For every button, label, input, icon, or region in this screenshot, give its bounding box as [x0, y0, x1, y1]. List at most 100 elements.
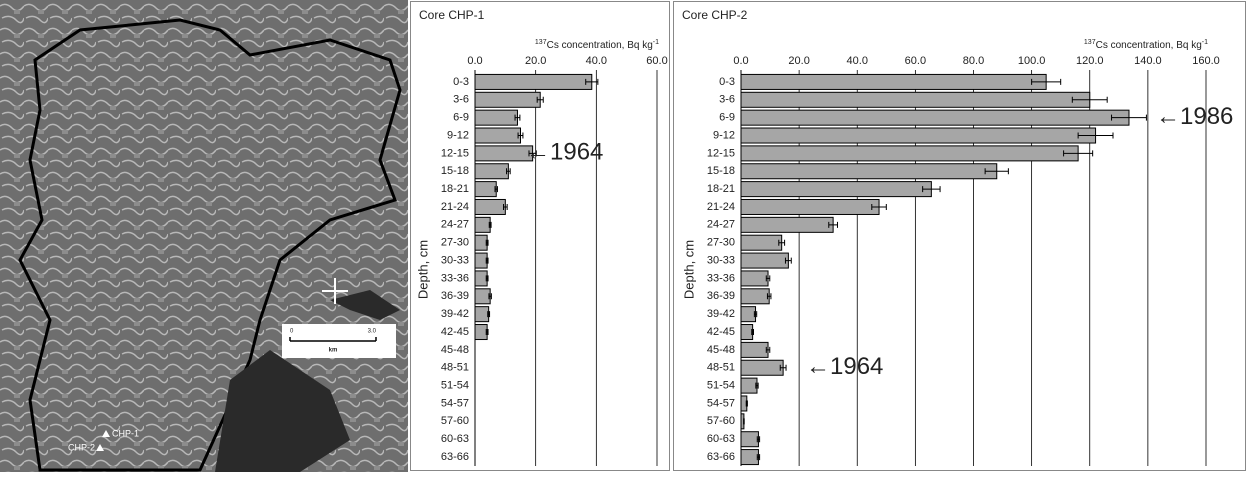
y-axis-label: Depth, cm [415, 240, 430, 299]
error-bar [506, 168, 511, 175]
bar [474, 198, 506, 215]
reservoir [330, 290, 400, 320]
bar [740, 109, 1130, 126]
bar [474, 288, 491, 305]
error-bar [828, 221, 838, 228]
scale-bar [289, 337, 377, 342]
error-bar [514, 114, 521, 121]
x-axis-label-part: -1 [653, 39, 659, 46]
scale-start: 0 [290, 329, 294, 335]
error-bar [871, 203, 887, 210]
y-tick-label: 48-51 [441, 362, 469, 374]
x-tick-label: 40.0 [586, 55, 607, 67]
bar [740, 73, 1047, 90]
x-tick-label: 20.0 [788, 55, 809, 67]
error-bar [778, 239, 786, 246]
site-marker [102, 430, 110, 437]
error-bar [753, 311, 758, 318]
error-bar [1111, 114, 1147, 121]
bar [740, 324, 754, 341]
y-tick-label: 24-27 [707, 219, 735, 231]
bar [474, 73, 593, 90]
bar [474, 145, 534, 162]
error-bar [488, 221, 492, 228]
map: CHP-1 CHP-2 0 3.0 km [0, 0, 408, 472]
error-bar [494, 186, 498, 193]
error-bar [485, 275, 489, 282]
y-tick-label: 9-12 [447, 129, 469, 141]
x-axis-label: 137Cs concentration, Bq kg-1 [1084, 39, 1208, 51]
y-tick-label: 9-12 [713, 129, 735, 141]
y-tick-label: 39-42 [441, 308, 469, 320]
error-bar [536, 96, 544, 103]
x-tick-label: 40.0 [847, 55, 868, 67]
x-tick-label: 160.0 [1192, 55, 1220, 67]
y-tick-label: 63-66 [707, 451, 735, 463]
error-bar [922, 186, 941, 193]
x-tick-label: 0.0 [733, 55, 748, 67]
y-tick-label: 6-9 [453, 112, 469, 124]
y-tick-label: 33-36 [707, 272, 735, 284]
error-bar [784, 257, 792, 264]
y-tick-label: 51-54 [707, 380, 735, 392]
y-tick-label: 48-51 [707, 362, 735, 374]
panel-border [410, 1, 670, 471]
x-axis-label-part: 137 [1084, 39, 1096, 46]
site-marker [96, 444, 104, 451]
y-tick-label: 30-33 [441, 254, 469, 266]
error-bar [984, 168, 1009, 175]
x-tick-label: 80.0 [963, 55, 984, 67]
error-bar [585, 78, 599, 85]
y-tick-label: 0-3 [719, 76, 735, 88]
y-tick-label: 54-57 [441, 397, 469, 409]
y-tick-label: 45-48 [441, 344, 469, 356]
x-axis-label-part: 137 [535, 39, 547, 46]
y-tick-label: 42-45 [441, 326, 469, 338]
x-tick-label: 60.0 [646, 55, 667, 67]
error-bar [1071, 96, 1108, 103]
bar [740, 306, 757, 323]
error-bar [485, 329, 489, 336]
error-bar [1031, 78, 1062, 85]
error-bar [517, 132, 524, 139]
error-bar [503, 203, 508, 210]
error-bar [779, 364, 787, 371]
error-bar [488, 293, 492, 300]
y-tick-label: 15-18 [707, 165, 735, 177]
reservoir [215, 350, 350, 472]
catchment-boundary [18, 18, 402, 472]
bar [740, 341, 769, 358]
bar [740, 216, 834, 233]
error-bar [1063, 150, 1094, 157]
bar [474, 234, 488, 251]
y-tick-label: 18-21 [707, 183, 735, 195]
scale-unit: km [329, 348, 338, 354]
bar [474, 324, 488, 341]
bar [740, 431, 759, 448]
bar [740, 181, 932, 198]
bar [474, 163, 509, 180]
error-bar [743, 418, 745, 425]
y-tick-label: 0-3 [453, 76, 469, 88]
y-tick-label: 54-57 [707, 397, 735, 409]
error-bar [765, 275, 771, 282]
x-tick-label: 0.0 [467, 55, 482, 67]
x-tick-label: 140.0 [1134, 55, 1162, 67]
x-axis-label-part: Cs concentration, Bq kg [1096, 40, 1202, 51]
error-bar [756, 454, 761, 461]
scale-end: 3.0 [368, 329, 377, 335]
error-bar [528, 150, 537, 157]
error-bar [766, 293, 772, 300]
x-tick-label: 100.0 [1018, 55, 1046, 67]
bar [740, 91, 1091, 108]
bar [474, 216, 491, 233]
bar [740, 145, 1079, 162]
y-tick-label: 27-30 [707, 237, 735, 249]
bar [474, 306, 490, 323]
error-bar [755, 382, 759, 389]
bar [740, 359, 784, 376]
error-bar [751, 329, 754, 336]
chart-title: Core CHP-1 [419, 8, 485, 22]
x-axis-label-part: -1 [1202, 39, 1208, 46]
